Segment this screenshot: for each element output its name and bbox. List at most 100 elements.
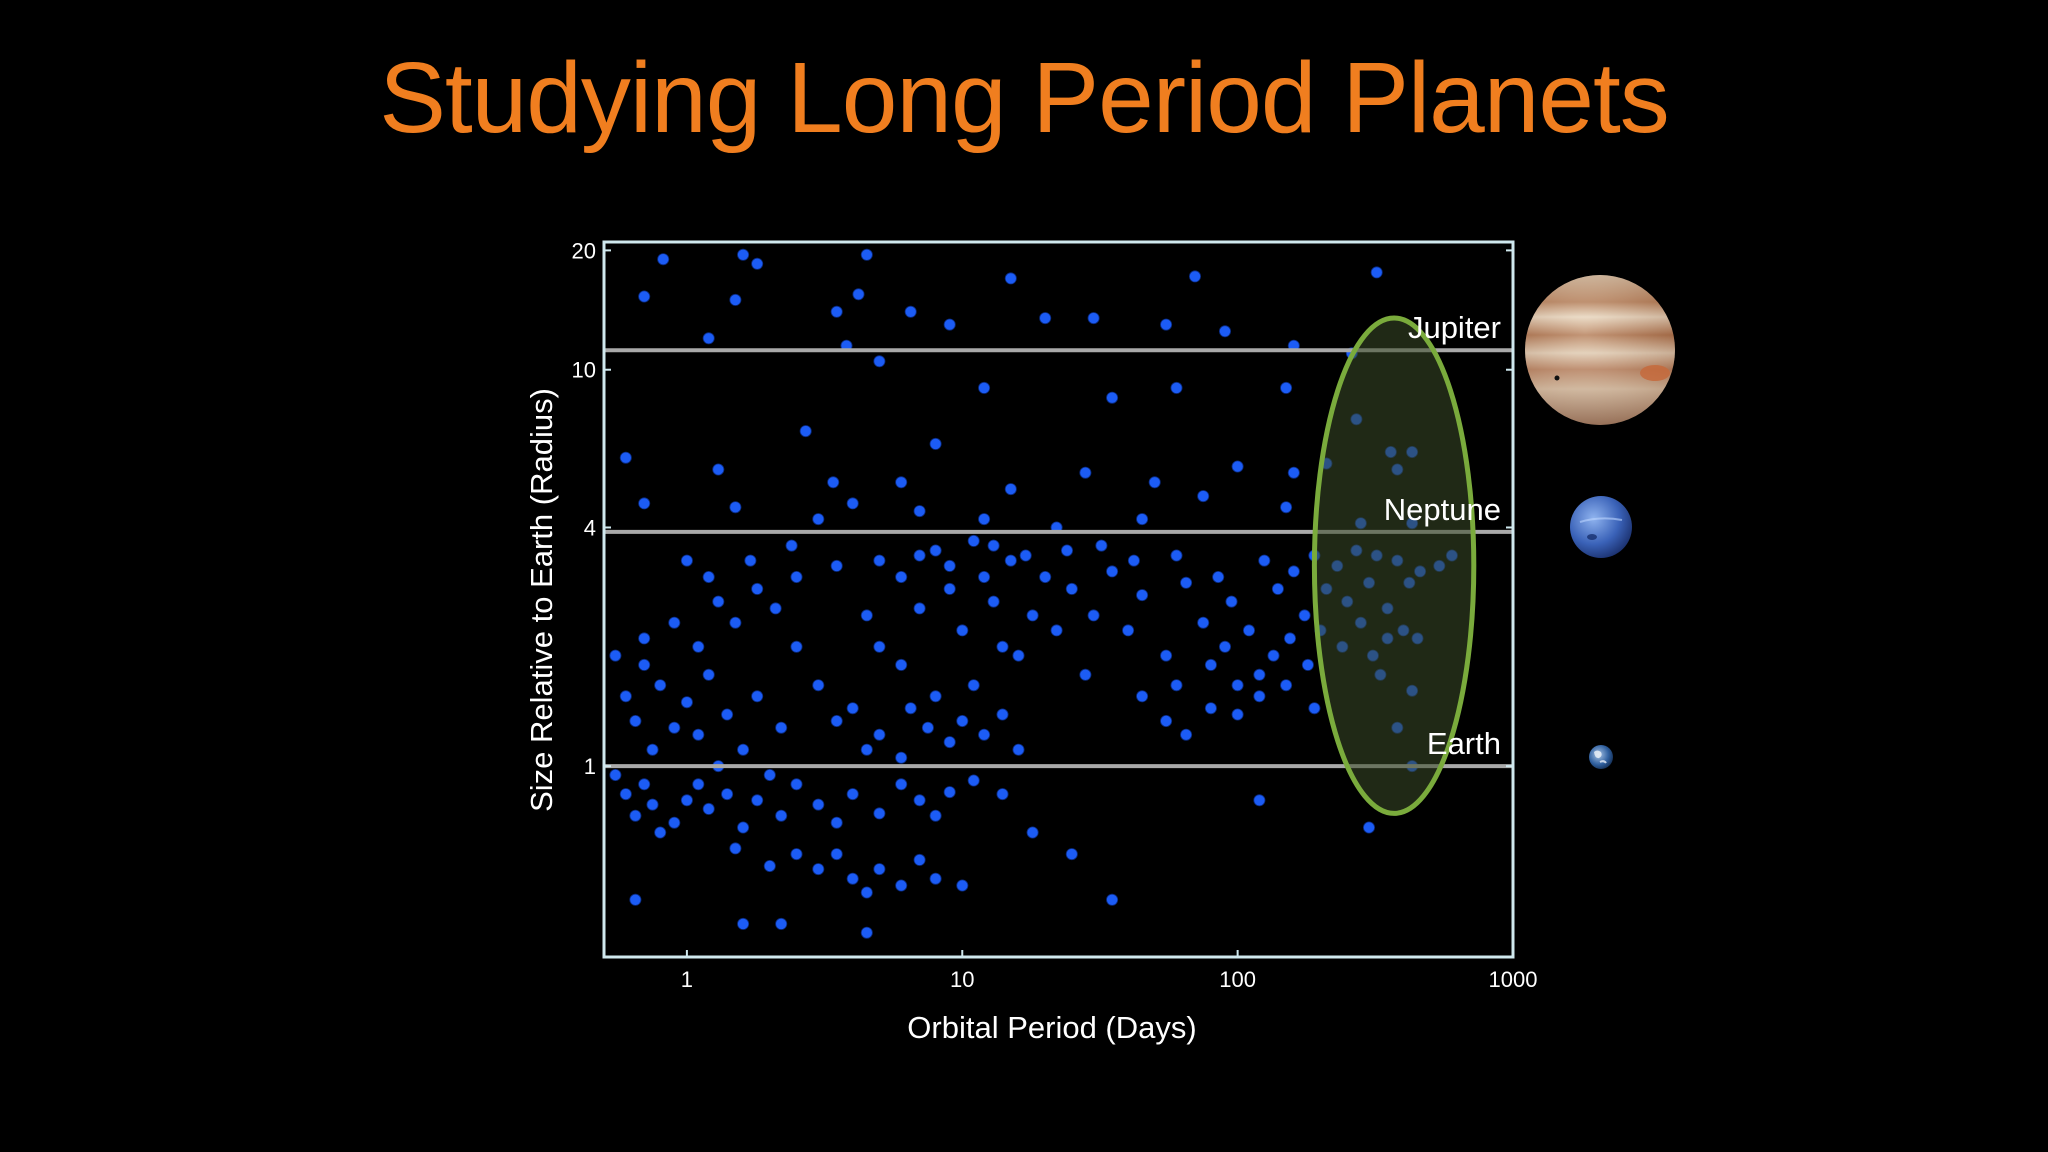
x-tick-label: 100 — [1219, 967, 1256, 992]
data-point — [978, 571, 991, 584]
data-point — [1039, 571, 1052, 584]
data-point — [895, 879, 908, 892]
data-point — [860, 926, 873, 939]
y-tick-label: 4 — [584, 515, 596, 540]
data-point — [913, 794, 926, 807]
data-point — [1136, 690, 1149, 703]
y-axis-label: Size Relative to Earth (Radius) — [524, 388, 559, 812]
data-point — [943, 736, 956, 749]
data-point — [846, 788, 859, 801]
data-point — [638, 658, 651, 671]
data-point — [1106, 893, 1119, 906]
data-point — [1160, 715, 1173, 728]
data-point — [721, 708, 734, 721]
data-point — [913, 602, 926, 615]
data-point — [1280, 679, 1293, 692]
y-tick-label: 20 — [572, 238, 596, 263]
data-point — [860, 248, 873, 261]
data-point — [904, 305, 917, 318]
data-point — [956, 715, 969, 728]
data-point — [1280, 501, 1293, 514]
data-point — [629, 893, 642, 906]
data-point — [769, 602, 782, 615]
data-point — [1170, 381, 1183, 394]
reference-label-jupiter: Jupiter — [1408, 310, 1501, 345]
data-point — [692, 728, 705, 741]
y-tick-label: 1 — [584, 754, 596, 779]
data-point — [799, 425, 812, 438]
data-point — [904, 702, 917, 715]
data-point — [996, 788, 1009, 801]
data-point — [895, 778, 908, 791]
data-point — [702, 571, 715, 584]
data-point — [987, 539, 1000, 552]
data-point — [1284, 632, 1297, 645]
data-point — [1363, 821, 1376, 834]
data-point — [692, 778, 705, 791]
data-point — [1370, 266, 1383, 279]
data-point — [996, 708, 1009, 721]
jupiter-image — [1525, 275, 1675, 425]
data-point — [790, 848, 803, 861]
data-point — [702, 668, 715, 681]
data-point — [638, 632, 651, 645]
data-point — [1219, 640, 1232, 653]
data-point — [812, 513, 825, 526]
data-point — [668, 816, 681, 829]
neptune-image — [1570, 496, 1632, 558]
data-point — [846, 497, 859, 510]
data-point — [712, 595, 725, 608]
data-point — [609, 649, 622, 662]
data-point — [852, 288, 865, 301]
long-period-highlight-region — [1311, 315, 1477, 816]
data-point — [895, 571, 908, 584]
data-point — [860, 886, 873, 899]
data-point — [680, 696, 693, 709]
data-point — [987, 595, 1000, 608]
earth-image — [1589, 745, 1613, 769]
data-point — [1004, 483, 1017, 496]
data-point — [1026, 826, 1039, 839]
data-point — [860, 609, 873, 622]
data-point — [638, 778, 651, 791]
data-point — [1170, 549, 1183, 562]
data-point — [1271, 582, 1284, 595]
data-point — [712, 463, 725, 476]
data-point — [751, 690, 764, 703]
data-point — [785, 539, 798, 552]
data-point — [1253, 690, 1266, 703]
data-point — [775, 917, 788, 930]
data-point — [1180, 576, 1193, 589]
data-point — [956, 879, 969, 892]
data-point — [846, 702, 859, 715]
data-point — [830, 816, 843, 829]
data-point — [895, 476, 908, 489]
x-tick-label: 10 — [950, 967, 974, 992]
data-point — [1212, 571, 1225, 584]
data-point — [729, 293, 742, 306]
data-point — [1106, 391, 1119, 404]
data-point — [913, 853, 926, 866]
data-point — [654, 826, 667, 839]
data-point — [873, 554, 886, 567]
data-point — [873, 355, 886, 368]
data-point — [702, 802, 715, 815]
data-point — [646, 743, 659, 756]
data-point — [721, 788, 734, 801]
data-point — [1148, 476, 1161, 489]
data-point — [967, 534, 980, 547]
data-point — [1287, 466, 1300, 479]
reference-label-earth: Earth — [1427, 726, 1501, 761]
data-point — [1189, 270, 1202, 283]
data-point — [775, 809, 788, 822]
data-point — [668, 721, 681, 734]
data-point — [629, 715, 642, 728]
data-point — [830, 715, 843, 728]
data-point — [751, 582, 764, 595]
x-tick-label: 1000 — [1489, 967, 1538, 992]
data-point — [1012, 649, 1025, 662]
data-point — [913, 549, 926, 562]
data-point — [1026, 609, 1039, 622]
data-point — [1280, 381, 1293, 394]
data-point — [1204, 702, 1217, 715]
